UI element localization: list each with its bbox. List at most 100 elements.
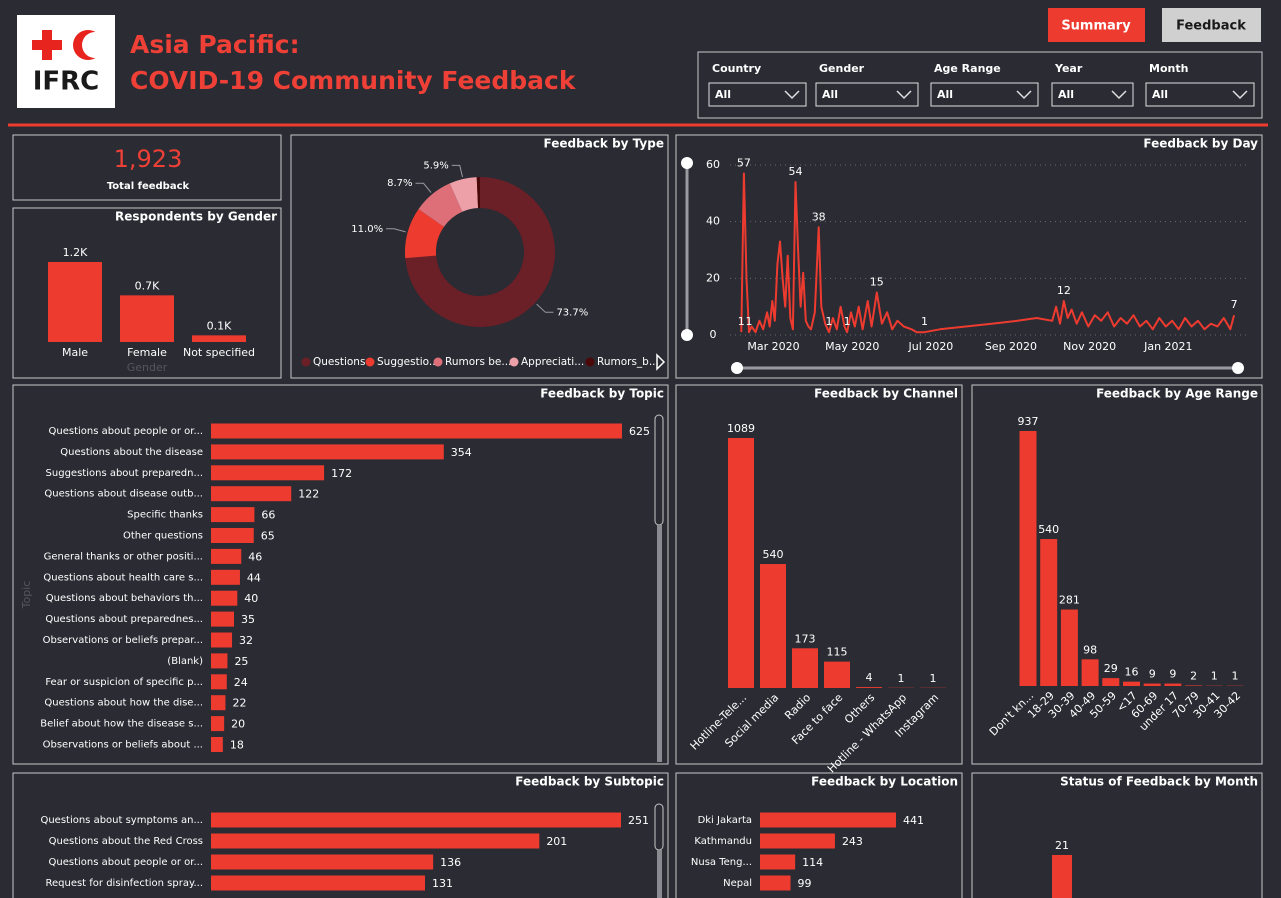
bar: [211, 528, 254, 543]
y-tick-label: Observations or beliefs prepar...: [43, 635, 203, 646]
chart-title: Feedback by Type: [544, 137, 664, 151]
filter-dropdown[interactable]: [708, 82, 807, 107]
data-label: 540: [763, 548, 784, 561]
data-label: 24: [234, 676, 248, 689]
filter-dropdown[interactable]: [1145, 82, 1255, 107]
scrollbar-track: [657, 850, 662, 898]
data-label: 18: [230, 739, 244, 752]
data-label: 12: [1057, 284, 1071, 297]
y-slider-handle[interactable]: [681, 329, 693, 341]
filter-value[interactable]: All: [822, 88, 838, 101]
filter-dropdown[interactable]: [930, 82, 1039, 107]
bar: [211, 812, 621, 828]
y-tick-label: Suggestions about preparedn...: [46, 468, 203, 479]
bar: [211, 590, 238, 606]
data-label: 11.0%: [351, 224, 383, 235]
bar: [211, 548, 242, 564]
bar: [211, 632, 233, 648]
legend-label: Suggestio...: [377, 356, 439, 368]
bar: [760, 854, 796, 870]
kpi-label: Total feedback: [107, 181, 190, 192]
filter-label: Country: [712, 62, 761, 75]
x-tick-label: Jul 2020: [908, 340, 954, 353]
data-label: 9: [1149, 668, 1156, 681]
bar: [1019, 431, 1037, 686]
leader-line: [536, 303, 554, 313]
legend-next[interactable]: [656, 353, 666, 371]
x-axis-label: Gender: [127, 361, 168, 374]
y-slider-handle[interactable]: [681, 157, 693, 169]
summary-button-label[interactable]: Summary: [1061, 19, 1131, 34]
filter-value[interactable]: All: [715, 88, 731, 101]
data-label: 7: [1231, 298, 1238, 311]
data-label: 1: [844, 315, 851, 328]
feedback-button[interactable]: [1162, 8, 1261, 42]
y-tick-label: (Blank): [167, 656, 203, 667]
donut-slice: [405, 209, 444, 259]
donut-slice: [449, 177, 479, 212]
data-label: 0.1K: [207, 319, 232, 332]
data-label: 540: [1038, 523, 1059, 536]
data-label: 98: [1083, 643, 1097, 656]
chart-title: Feedback by Subtopic: [515, 775, 664, 789]
filter-value[interactable]: All: [1058, 88, 1074, 101]
data-label: 2: [1190, 669, 1197, 682]
x-slider-handle[interactable]: [731, 362, 743, 374]
y-tick-label: Fear or suspicion of specific p...: [45, 677, 203, 688]
data-label: 114: [802, 856, 823, 869]
data-label: 354: [451, 446, 472, 459]
y-tick-label: 40: [706, 215, 720, 228]
y-tick-label: Observations or beliefs about ...: [43, 740, 203, 751]
data-label: 1: [921, 315, 928, 328]
y-tick-label: 0: [710, 328, 717, 341]
bar: [1081, 659, 1099, 686]
legend-label: Appreciati...: [521, 356, 584, 368]
y-tick-label: Questions about the Red Cross: [49, 836, 203, 847]
bar: [792, 648, 818, 688]
data-label: 73.7%: [556, 307, 588, 318]
x-slider-handle[interactable]: [1232, 362, 1244, 374]
y-tick-label: Kathmandu: [694, 836, 752, 847]
logo-cross: [42, 30, 52, 60]
feedback-button-label[interactable]: Feedback: [1176, 19, 1246, 34]
legend-label: Questions: [313, 356, 365, 368]
scrollbar-track: [657, 525, 662, 762]
data-label: 16: [1125, 666, 1139, 679]
bar: [728, 438, 754, 688]
data-label: 173: [795, 632, 816, 645]
filter-dropdown[interactable]: [815, 82, 919, 107]
bar: [48, 262, 102, 342]
y-tick-label: General thanks or other positi...: [44, 551, 203, 562]
data-label: 1: [746, 315, 753, 328]
data-label: 937: [1018, 415, 1039, 428]
bar: [211, 875, 425, 891]
data-label: 25: [234, 655, 248, 668]
bar: [211, 737, 223, 752]
bar: [192, 335, 246, 342]
chart-title: Feedback by Location: [811, 775, 958, 789]
y-tick-label: Belief about how the disease s...: [40, 719, 203, 730]
donut-slice: [405, 177, 555, 327]
chart-title: Feedback by Day: [1143, 137, 1258, 151]
data-label: 5.9%: [423, 160, 448, 171]
data-label: 32: [239, 634, 253, 647]
filter-dropdown[interactable]: [1051, 82, 1134, 107]
filter-value[interactable]: All: [1152, 88, 1168, 101]
data-label: 65: [261, 530, 275, 543]
data-label: 251: [628, 814, 649, 827]
chart-title: Status of Feedback by Month: [1060, 775, 1258, 789]
filter-chevron: [1232, 90, 1248, 100]
y-tick-label: Questions about disease outb...: [44, 489, 203, 500]
bar: [211, 716, 225, 732]
bar: [824, 661, 850, 688]
data-label: 9: [1169, 668, 1176, 681]
summary-button[interactable]: [1048, 8, 1145, 42]
y-tick-label: 60: [706, 158, 720, 171]
data-label: 54: [788, 165, 802, 178]
data-label: 46: [248, 550, 262, 563]
leader-line: [415, 182, 432, 193]
donut-slice: [476, 177, 480, 209]
y-tick-label: Questions about people or or...: [49, 426, 203, 437]
filter-value[interactable]: All: [937, 88, 953, 101]
